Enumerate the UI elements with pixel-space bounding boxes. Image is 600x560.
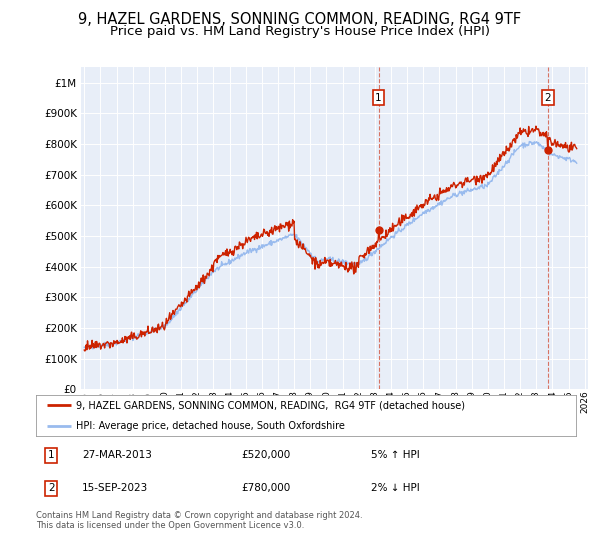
- Text: 2% ↓ HPI: 2% ↓ HPI: [371, 483, 419, 493]
- Text: 15-SEP-2023: 15-SEP-2023: [82, 483, 148, 493]
- Text: 5% ↑ HPI: 5% ↑ HPI: [371, 450, 419, 460]
- Text: 1: 1: [375, 93, 382, 103]
- Text: £520,000: £520,000: [241, 450, 290, 460]
- Text: 9, HAZEL GARDENS, SONNING COMMON, READING,  RG4 9TF (detached house): 9, HAZEL GARDENS, SONNING COMMON, READIN…: [77, 400, 466, 410]
- Text: 9, HAZEL GARDENS, SONNING COMMON, READING, RG4 9TF: 9, HAZEL GARDENS, SONNING COMMON, READIN…: [79, 12, 521, 27]
- Text: Contains HM Land Registry data © Crown copyright and database right 2024.
This d: Contains HM Land Registry data © Crown c…: [36, 511, 362, 530]
- Text: Price paid vs. HM Land Registry's House Price Index (HPI): Price paid vs. HM Land Registry's House …: [110, 25, 490, 38]
- Text: HPI: Average price, detached house, South Oxfordshire: HPI: Average price, detached house, Sout…: [77, 421, 346, 431]
- Text: 2: 2: [48, 483, 55, 493]
- Text: 1: 1: [48, 450, 55, 460]
- Text: 2: 2: [544, 93, 551, 103]
- Text: £780,000: £780,000: [241, 483, 290, 493]
- Text: 27-MAR-2013: 27-MAR-2013: [82, 450, 152, 460]
